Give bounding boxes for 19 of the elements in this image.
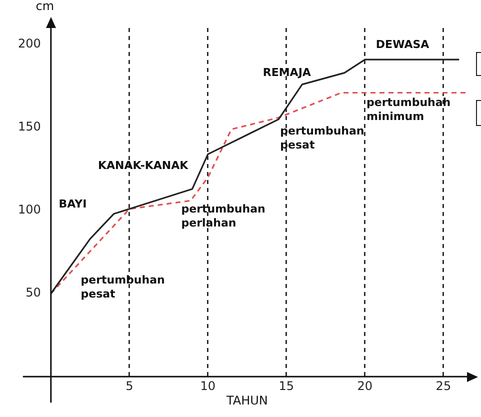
annotation: BAYI bbox=[58, 197, 87, 210]
x-tick-label: 5 bbox=[126, 378, 134, 393]
y-tick-label: 100 bbox=[18, 202, 41, 217]
x-tick-label: 25 bbox=[436, 378, 452, 393]
annotation: pertumbuhah minimum bbox=[366, 96, 451, 124]
x-tick-label: 15 bbox=[278, 378, 294, 393]
y-tick-label: 200 bbox=[18, 36, 41, 51]
annotation: REMAJA bbox=[262, 66, 312, 80]
annotation: KANAK-KANAK bbox=[98, 159, 189, 172]
annotation: pertumbuhan pesat bbox=[280, 124, 364, 152]
y-tick-label: 50 bbox=[26, 286, 41, 300]
y-axis-title: cm bbox=[36, 0, 54, 14]
x-axis-title: TAHUN bbox=[225, 394, 268, 408]
x-tick-label: 20 bbox=[357, 378, 373, 393]
x-tick-label: 10 bbox=[200, 378, 216, 393]
y-tick-label: 150 bbox=[18, 120, 41, 134]
annotation: DEWASA bbox=[376, 38, 430, 51]
annotation: pertumbuhan pesat bbox=[80, 274, 165, 301]
annotation: pertumbuhan perlahan bbox=[181, 202, 266, 230]
